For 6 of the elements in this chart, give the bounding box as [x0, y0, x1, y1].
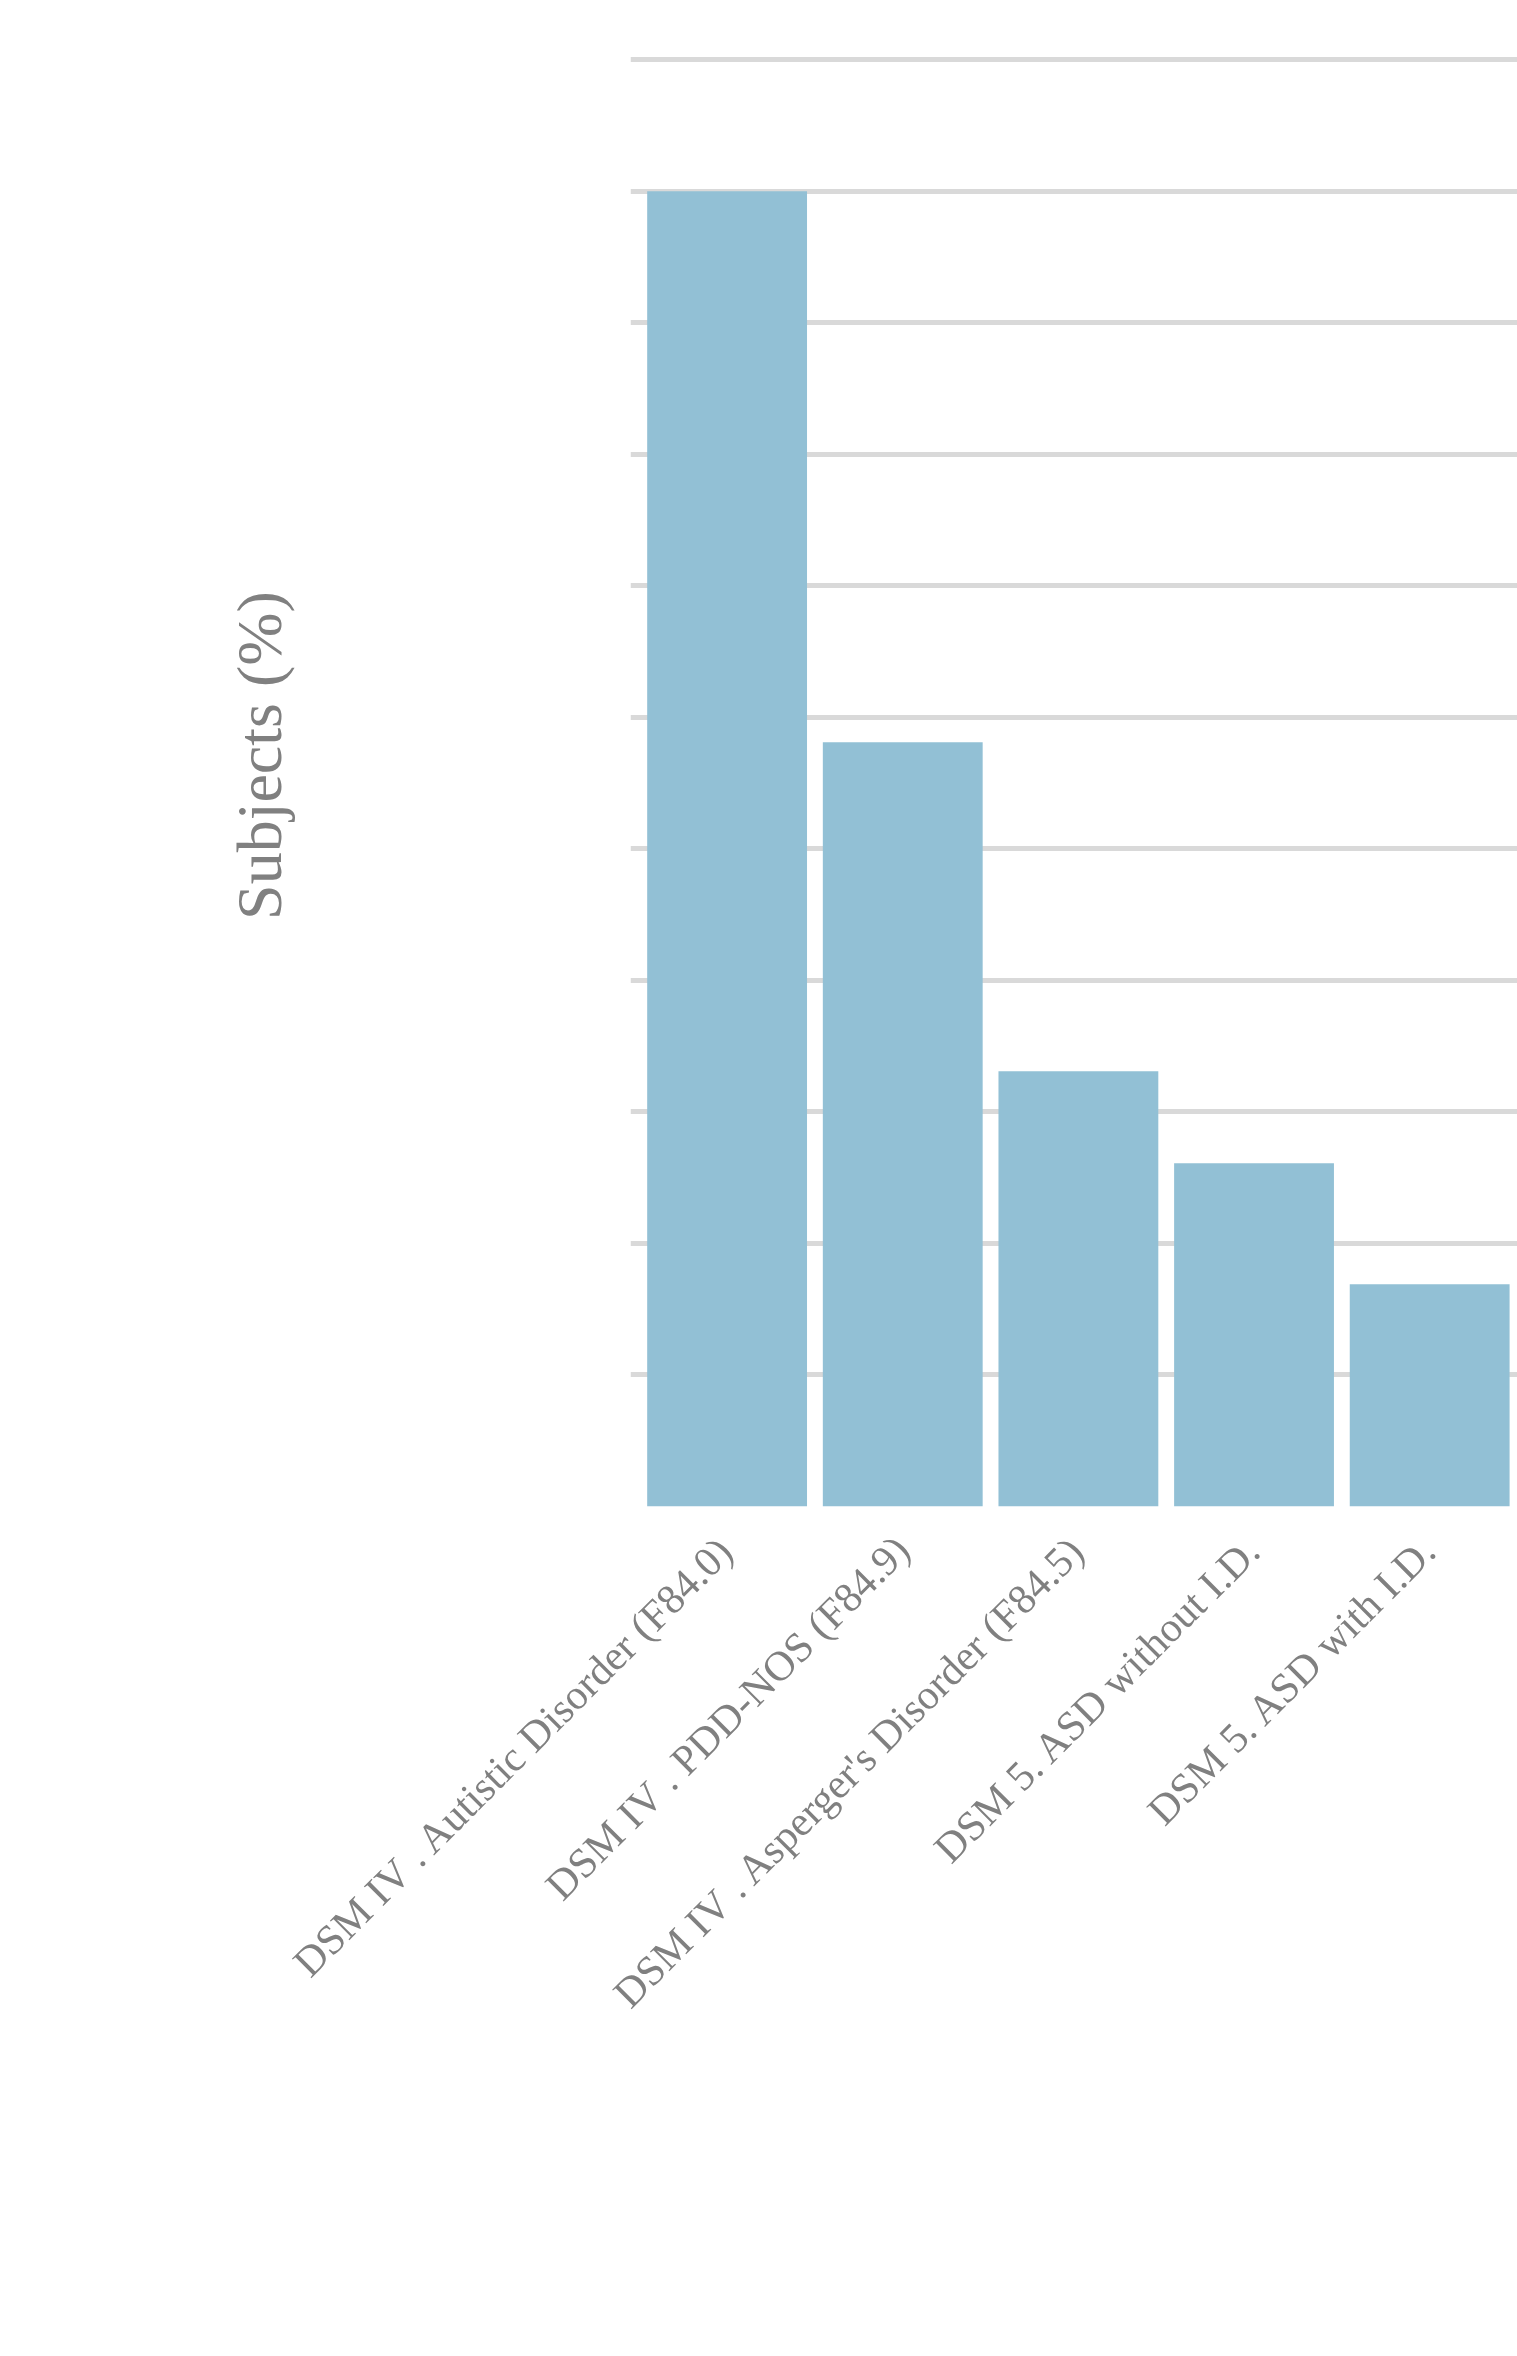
bar [1174, 1163, 1334, 1507]
bar [647, 191, 808, 1507]
bar [998, 1071, 1159, 1507]
y-axis-title: Subjects (%) [223, 591, 295, 920]
bar [822, 742, 983, 1507]
bar [1349, 1284, 1510, 1507]
